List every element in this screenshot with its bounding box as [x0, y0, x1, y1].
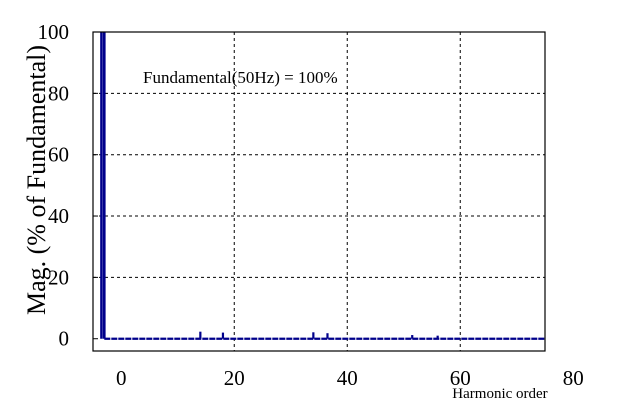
x-tick-label-80: 80 [563, 366, 584, 390]
x-tick-label-0: 0 [116, 366, 127, 390]
x-tick-label-60: 60 [450, 366, 471, 390]
plot-area-frame [92, 31, 546, 352]
x-axis-label: Harmonic order [452, 386, 547, 402]
x-tick-label-20: 20 [224, 366, 245, 390]
y-tick-label-60: 60 [48, 143, 69, 167]
y-tick-label-100: 100 [38, 20, 70, 44]
y-axis-label: Mag. (% of Fundamental) [22, 45, 51, 315]
y-tick-label-80: 80 [48, 81, 69, 105]
gridlines [93, 32, 545, 351]
tick-labels: 0 20 40 60 80 100 0 20 40 60 80 [38, 20, 584, 390]
fundamental-annotation: Fundamental(50Hz) = 100% [143, 68, 338, 87]
x-tick-label-40: 40 [337, 366, 358, 390]
y-tick-label-20: 20 [48, 265, 69, 289]
y-tick-label-40: 40 [48, 204, 69, 228]
data-bars [100, 32, 545, 340]
y-tick-label-0: 0 [59, 327, 70, 351]
